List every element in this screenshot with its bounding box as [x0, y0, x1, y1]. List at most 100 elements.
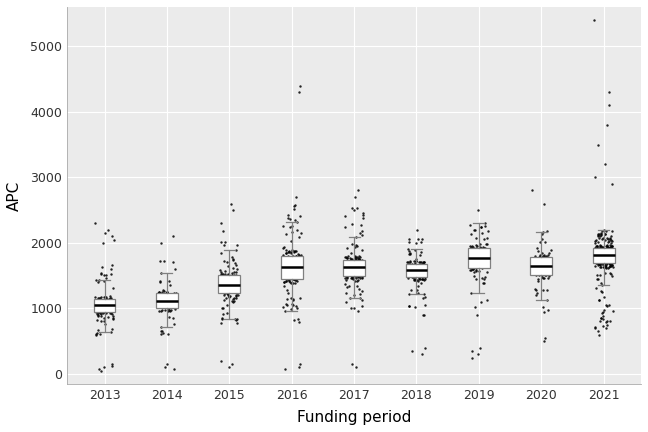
Point: [465, 267, 475, 273]
Point: [537, 229, 548, 236]
Point: [227, 271, 237, 278]
Point: [420, 302, 430, 308]
Point: [216, 357, 226, 364]
Point: [593, 141, 603, 148]
Point: [605, 270, 616, 277]
Point: [539, 254, 550, 260]
Point: [595, 241, 605, 248]
Point: [601, 251, 611, 257]
Point: [95, 299, 105, 306]
Point: [169, 301, 179, 308]
Point: [284, 273, 295, 280]
Point: [352, 262, 362, 269]
Point: [531, 265, 542, 272]
Point: [596, 315, 607, 322]
Point: [229, 274, 239, 281]
Point: [599, 264, 609, 271]
Point: [356, 269, 366, 276]
Point: [293, 316, 303, 323]
Point: [283, 275, 294, 282]
Point: [417, 272, 428, 279]
Point: [281, 250, 291, 257]
Point: [413, 259, 424, 266]
Point: [604, 246, 614, 253]
Point: [292, 278, 302, 285]
Point: [476, 299, 486, 306]
Point: [605, 244, 616, 251]
Point: [291, 252, 301, 259]
Point: [288, 249, 299, 256]
Point: [598, 323, 608, 330]
Point: [592, 256, 602, 263]
Point: [93, 304, 104, 311]
Point: [420, 275, 430, 282]
Point: [481, 241, 492, 248]
Point: [90, 306, 100, 313]
Point: [100, 299, 111, 305]
Point: [352, 268, 362, 275]
Point: [357, 257, 367, 264]
Point: [351, 274, 362, 281]
Point: [282, 301, 292, 308]
Point: [355, 274, 365, 281]
Point: [229, 298, 240, 305]
Point: [407, 274, 417, 281]
Point: [605, 257, 615, 264]
Point: [475, 262, 485, 269]
Point: [220, 277, 231, 284]
Point: [108, 316, 119, 323]
Point: [592, 248, 602, 255]
Point: [417, 270, 427, 277]
Point: [341, 298, 351, 305]
Point: [218, 270, 228, 277]
Point: [408, 267, 419, 273]
Point: [286, 259, 297, 266]
Point: [292, 219, 303, 226]
Point: [356, 274, 367, 281]
Point: [97, 304, 108, 311]
Point: [358, 267, 368, 273]
Point: [596, 230, 606, 237]
Point: [227, 284, 238, 291]
Point: [93, 327, 103, 334]
Point: [163, 294, 173, 301]
Point: [527, 187, 538, 194]
Point: [354, 269, 364, 276]
Point: [597, 256, 607, 263]
Point: [342, 283, 353, 290]
Point: [105, 294, 115, 301]
Point: [95, 310, 106, 317]
Point: [290, 277, 301, 284]
Point: [590, 249, 601, 256]
Point: [98, 307, 109, 314]
Point: [606, 254, 616, 261]
Point: [592, 251, 603, 258]
Point: [603, 264, 614, 271]
Point: [231, 292, 241, 299]
Point: [469, 226, 480, 233]
Point: [219, 280, 229, 286]
Point: [220, 283, 231, 289]
Point: [605, 252, 616, 259]
Point: [283, 215, 293, 222]
Point: [163, 292, 174, 299]
Point: [403, 259, 413, 266]
Point: [605, 262, 615, 269]
Point: [417, 275, 427, 282]
Point: [405, 259, 415, 266]
Point: [606, 250, 616, 257]
Point: [219, 270, 229, 277]
Point: [599, 260, 609, 267]
Point: [96, 270, 106, 277]
Point: [404, 291, 414, 298]
Point: [481, 268, 492, 275]
Point: [592, 239, 603, 246]
Point: [594, 248, 604, 255]
Point: [94, 305, 104, 312]
Point: [216, 320, 226, 327]
Point: [539, 252, 550, 259]
Point: [95, 299, 106, 306]
Point: [101, 296, 111, 303]
Point: [594, 254, 605, 261]
Point: [406, 286, 416, 293]
